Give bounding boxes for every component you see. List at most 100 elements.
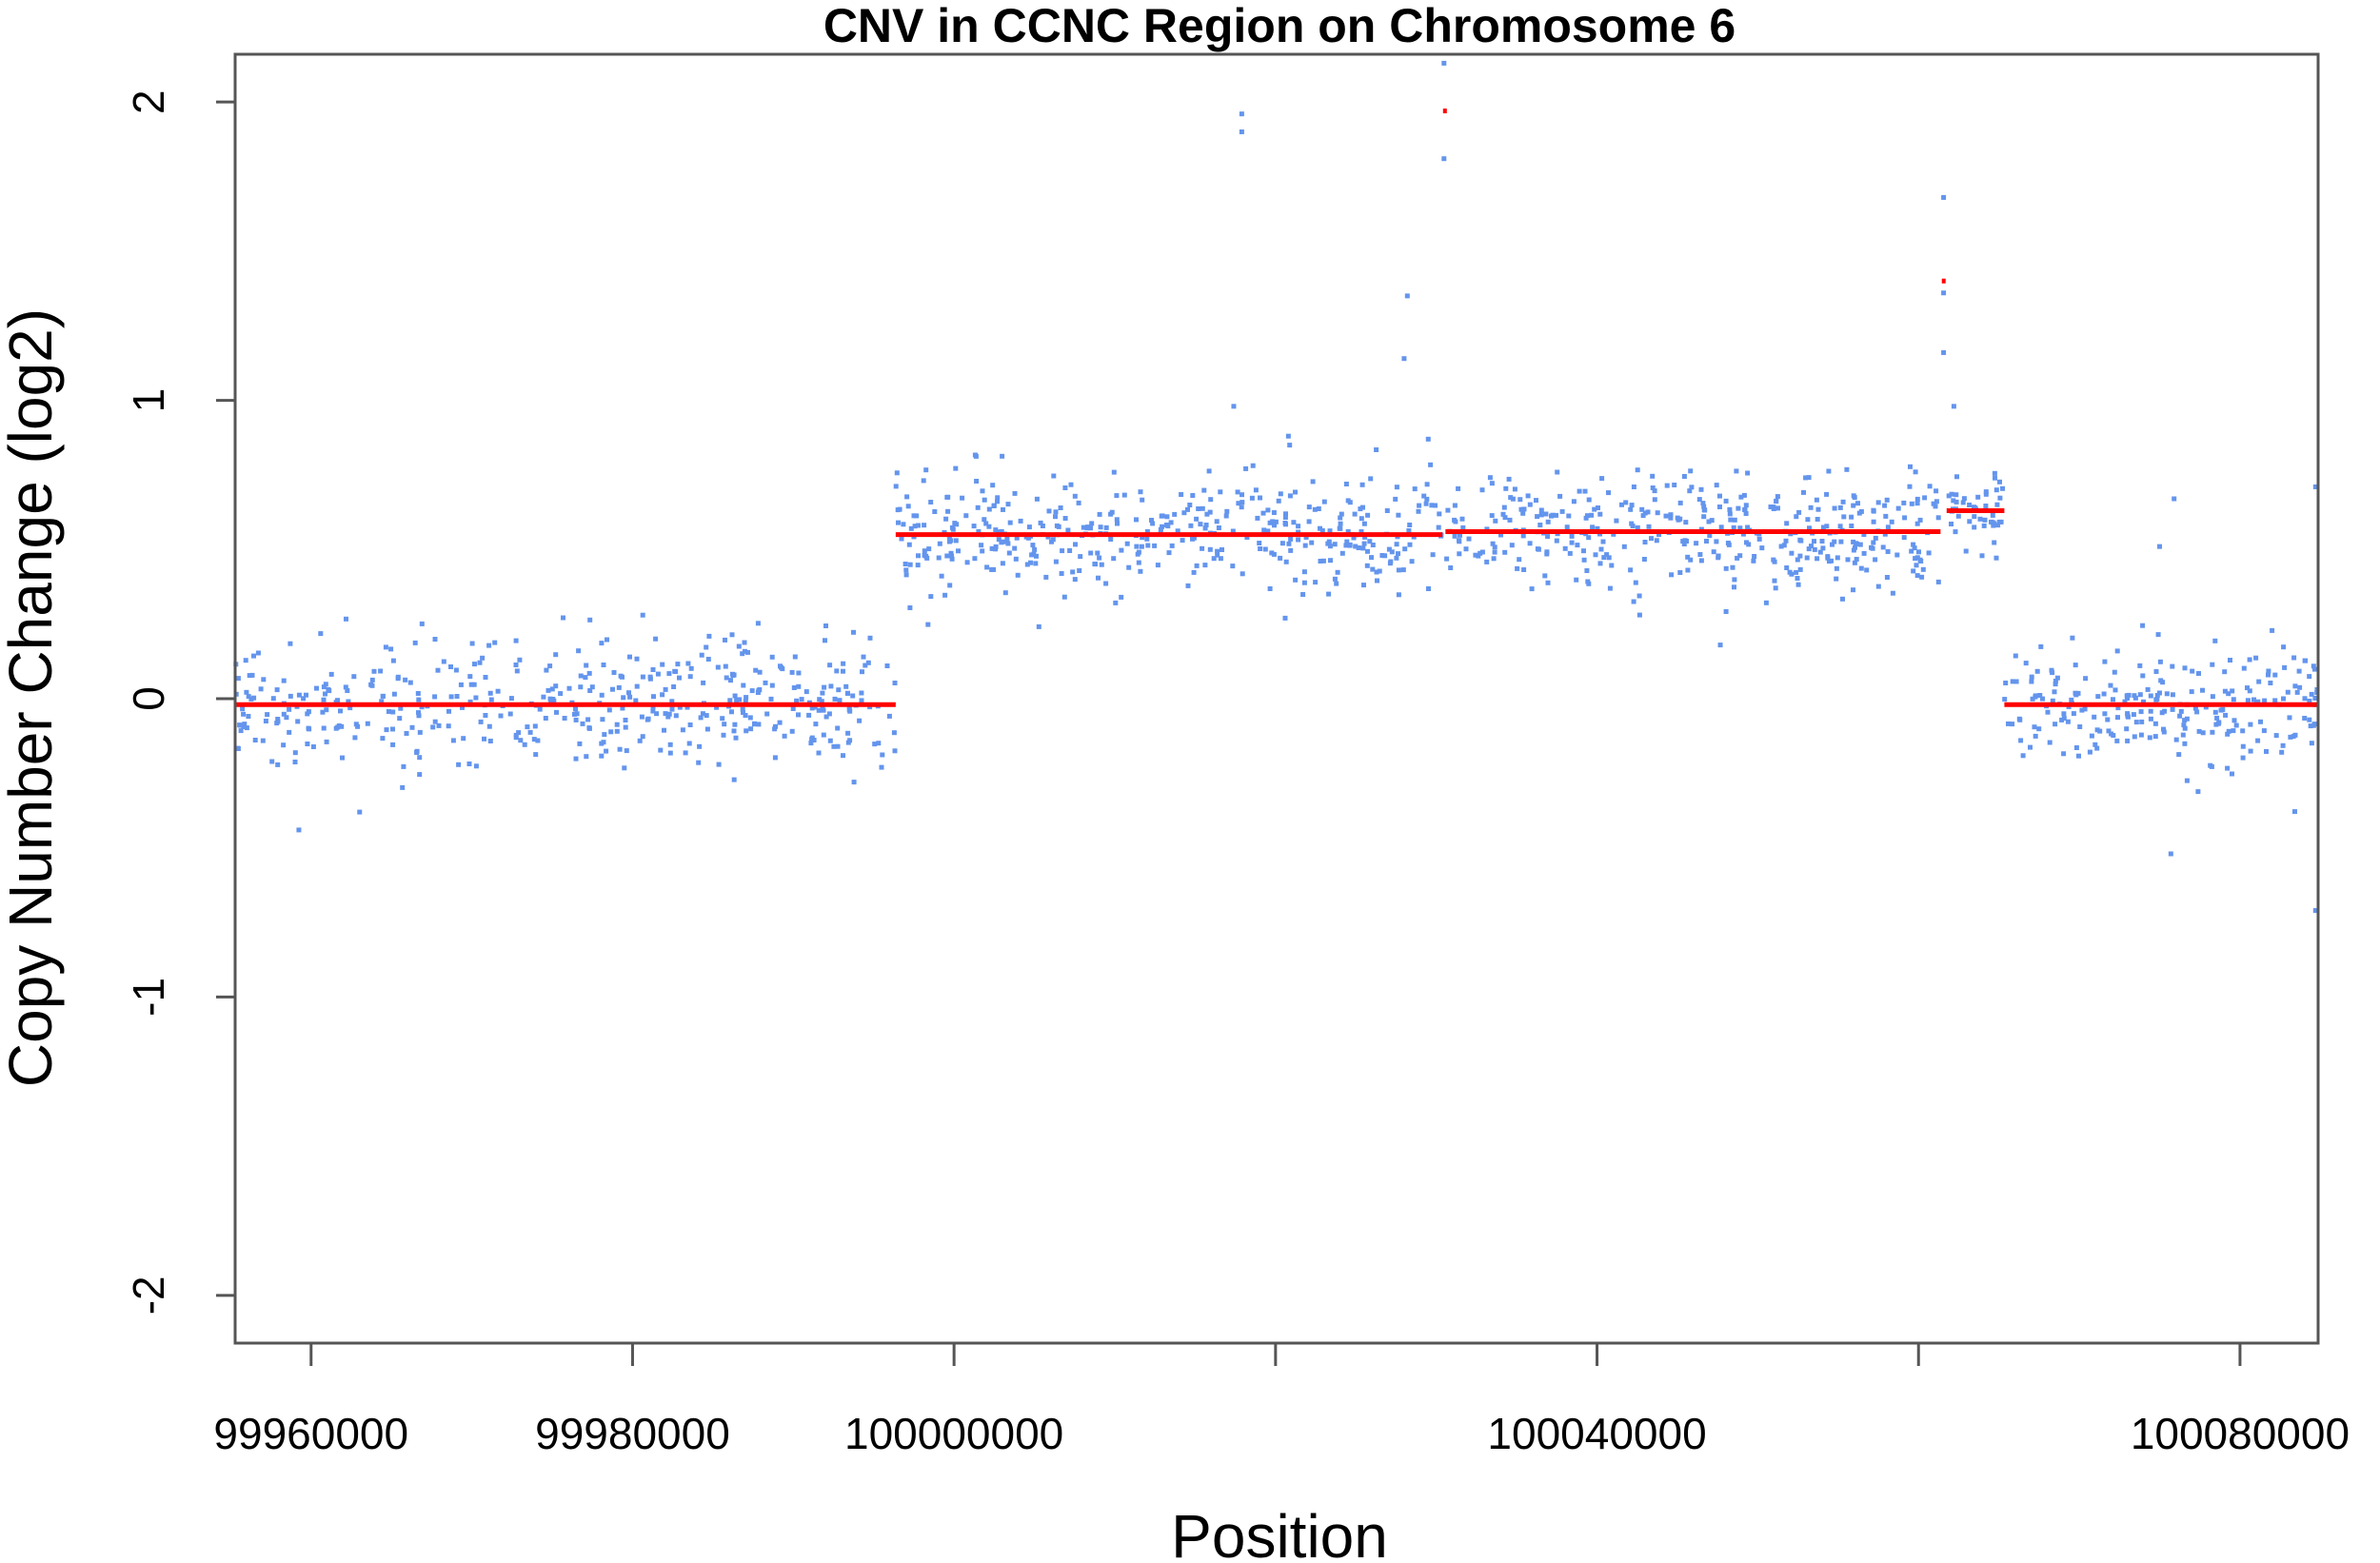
data-point: [2258, 719, 2263, 724]
data-point: [747, 715, 753, 721]
x-tick-label: 100080000: [2131, 1409, 2350, 1458]
data-point: [1880, 544, 1886, 550]
data-point: [1806, 475, 1812, 481]
data-point: [1076, 500, 1081, 505]
data-point: [1726, 542, 1732, 547]
data-point: [1215, 548, 1220, 554]
data-point: [1445, 507, 1451, 513]
data-point: [2137, 692, 2143, 698]
outlier-point: [1239, 111, 1244, 117]
data-point: [2266, 668, 2271, 674]
data-point: [2255, 699, 2261, 704]
data-point: [1444, 556, 1450, 562]
data-point: [1030, 543, 1036, 548]
data-point: [949, 524, 955, 530]
data-point: [1600, 539, 1606, 544]
data-point: [339, 723, 345, 729]
data-point: [1745, 524, 1751, 530]
data-point: [1723, 565, 1729, 571]
data-point: [1735, 555, 1740, 561]
data-point: [1239, 505, 1244, 510]
data-point: [660, 662, 665, 667]
data-point: [1555, 469, 1560, 475]
data-point: [1993, 487, 1999, 493]
data-point: [1520, 533, 1526, 539]
data-point: [667, 742, 673, 747]
data-point: [1065, 527, 1071, 533]
data-point: [583, 675, 588, 681]
data-point: [2279, 749, 2285, 755]
data-point: [851, 629, 856, 635]
data-point: [995, 495, 1001, 501]
data-point: [1099, 562, 1104, 567]
data-point: [1931, 501, 1936, 506]
data-point: [1013, 556, 1019, 562]
data-point: [2047, 740, 2053, 745]
data-point: [478, 719, 484, 724]
data-point: [963, 513, 969, 519]
data-point: [731, 777, 737, 782]
data-point: [1267, 586, 1273, 591]
data-point: [270, 696, 276, 702]
data-point: [2302, 716, 2308, 721]
data-point: [1871, 540, 1876, 545]
data-point: [1140, 535, 1145, 541]
data-point: [1517, 557, 1522, 563]
data-point: [2184, 716, 2190, 722]
data-point: [789, 728, 795, 734]
outlier-point: [1282, 615, 1288, 621]
data-point: [1302, 543, 1308, 548]
data-point: [1321, 499, 1327, 505]
data-point: [1026, 524, 1032, 530]
data-point: [397, 716, 403, 722]
data-point: [1208, 497, 1214, 503]
data-point: [1628, 567, 1634, 573]
data-point: [1913, 556, 1918, 562]
data-point: [1288, 547, 1294, 553]
data-point: [803, 689, 809, 695]
data-point: [573, 706, 578, 712]
data-point: [1365, 548, 1370, 554]
data-point: [1812, 546, 1817, 552]
data-point: [1368, 476, 1374, 482]
data-point: [416, 710, 421, 716]
data-point: [1611, 531, 1616, 537]
data-point: [383, 644, 388, 650]
data-point: [1031, 551, 1037, 557]
data-point: [812, 704, 818, 710]
data-point: [914, 513, 920, 519]
data-point: [388, 646, 394, 652]
data-point: [1244, 535, 1250, 540]
data-point: [513, 732, 519, 738]
data-point: [1697, 552, 1703, 557]
data-point: [2200, 730, 2206, 736]
data-point: [1677, 500, 1683, 505]
data-point: [744, 695, 749, 701]
data-point: [1269, 550, 1275, 556]
data-point: [614, 728, 620, 734]
data-point: [1902, 515, 1908, 521]
data-point: [1935, 515, 1941, 521]
data-point: [1851, 493, 1856, 499]
data-point: [820, 690, 825, 696]
data-point: [2132, 693, 2137, 699]
data-point: [2212, 709, 2218, 715]
data-point: [704, 726, 710, 732]
data-point: [1756, 536, 1762, 542]
data-point: [980, 548, 985, 554]
data-point: [901, 522, 906, 527]
data-point: [1369, 555, 1374, 561]
data-point: [1745, 470, 1751, 476]
data-point: [1569, 540, 1575, 545]
data-point: [1389, 549, 1395, 555]
data-point: [972, 556, 978, 562]
data-point: [2182, 725, 2188, 731]
data-point: [275, 717, 281, 722]
data-point: [1990, 512, 1995, 518]
data-point: [1393, 496, 1398, 502]
data-point: [1534, 498, 1538, 504]
data-point: [469, 641, 475, 646]
data-point: [1598, 546, 1604, 552]
data-point: [460, 704, 465, 710]
data-point: [2148, 693, 2153, 699]
